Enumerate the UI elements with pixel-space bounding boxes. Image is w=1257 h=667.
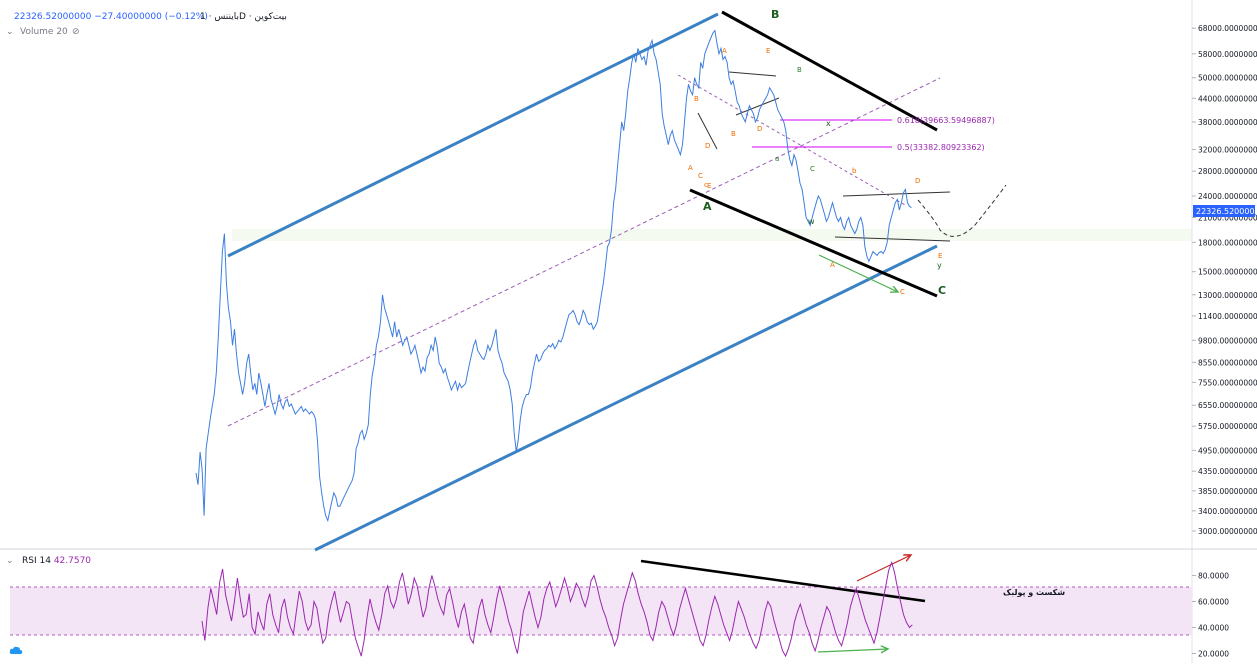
header-symbol[interactable]: بایننس · 1D · بیت‌کوین [200,12,287,22]
price-tick-label: 50000.00000000 [1198,74,1257,83]
price-tick-label: 4350.00000000 [1198,467,1257,476]
price-line[interactable] [195,29,912,523]
wave-E-1: E [766,47,770,55]
rsi-tick-label: 20.0000 [1198,650,1229,659]
price-tick-label: 7550.00000000 [1198,378,1257,387]
price-divergence-arrow [818,254,898,292]
collapse-toggle[interactable]: ⌄ [6,27,14,37]
price-tick-label: 5750.00000000 [1198,422,1257,431]
rsi-tick-label: 80.0000 [1198,572,1229,581]
wave-C-2: C [698,172,703,180]
price-tick-label: 11400.00000000 [1198,312,1257,321]
wave-label-y: y [937,261,942,270]
wave-B-3: B [797,66,802,74]
wave-D-3: D [915,177,920,185]
rsi-series [201,560,913,658]
wave-b: b [852,167,857,175]
wave-E-3: E [938,252,942,260]
price-tick-label: 9800.00000000 [1198,336,1257,345]
wave-label-x: x [826,119,831,128]
price-tick-label: 15000.00000000 [1198,268,1257,277]
cloud-logo-icon[interactable] [9,640,23,654]
rsi-band [10,587,1192,635]
rsi-trendline[interactable] [640,559,926,603]
projection-path [917,184,1007,237]
rsi-bull-arrow [817,649,888,652]
rsi-tick-label: 60.0000 [1198,598,1229,607]
rsi-collapse-toggle[interactable]: ⌄ [6,556,14,566]
wave-label-w: w [808,217,815,226]
channel-upper-line[interactable] [227,12,719,258]
dashed-diagonal [677,74,906,206]
downtrend-upper-line[interactable] [721,10,938,132]
wave-E-2: E [707,182,711,190]
downtrend-lower-line[interactable] [689,188,938,298]
wave-C-1: C [810,165,815,173]
price-tick-label: 3400.00000000 [1198,507,1257,516]
price-tick-label: 28000.00000000 [1198,167,1257,176]
wave-D-2: D [757,125,762,133]
price-series [195,29,912,523]
wave-label-A-major: A [703,200,712,213]
wave-A-3: A [688,164,693,172]
wave-B-1: B [694,95,699,103]
wave-C-3: C [900,288,905,296]
price-axis: 68000.00000000 58000.00000000 50000.000000… [1192,24,1257,536]
price-tick-label: 3850.00000000 [1198,487,1257,496]
rsi-label: RSI 14 [22,556,51,566]
header-change: −27.40000000 (−0.12%) [94,12,208,22]
price-tick-label: 6550.00000000 [1198,401,1257,410]
small-line-2 [735,97,780,116]
rsi-header: RSI 14 42.7570 [22,556,91,566]
highlight-band [232,229,1192,241]
volume-label[interactable]: Volume 20 [20,27,68,37]
range-top-line[interactable] [842,191,951,197]
rsi-value: 42.7570 [53,556,92,566]
chart-header: 22326.52000000 −27.40000000 (−0.12%) [14,12,208,22]
rsi-axis: 80.0000 60.0000 40.0000 20.0000 [1192,572,1229,659]
price-tick-label: 8550.00000000 [1198,358,1257,367]
header-last: 22326.52000000 [14,12,92,22]
price-tick-label: 3000.00000000 [1198,527,1257,536]
wave-A-1: A [722,47,727,55]
fib-500-label: 0.5(33382.80923362) [897,143,985,152]
price-tick-label: 21000.00000000 [1198,213,1257,222]
price-tick-label: 38000.00000000 [1198,118,1257,127]
wave-label-C-major: C [938,284,946,297]
wave-D-1: D [705,142,710,150]
price-tick-label: 13000.00000000 [1198,291,1257,300]
channel-midline [227,77,941,427]
price-tick-label: 58000.00000000 [1198,50,1257,59]
last-price-text: 22326.52000000 [1196,207,1257,216]
rsi-tick-label: 40.0000 [1198,624,1229,633]
wave-B-2: B [731,130,736,138]
price-tick-label: 68000.00000000 [1198,24,1257,33]
rsi-bear-arrow [856,555,911,582]
price-tick-label: 4950.00000000 [1198,446,1257,455]
last-price-badge [1193,205,1255,217]
rsi-line[interactable] [201,560,913,658]
rsi-annotation: شکست و پولبک [1003,588,1065,597]
small-line-1 [728,71,777,77]
price-tick-label: 24000.00000000 [1198,192,1257,201]
price-tick-label: 44000.00000000 [1198,94,1257,103]
wave-A-2: A [830,261,835,269]
wave-a: a [775,155,779,163]
wave-c: c [704,181,708,189]
wave-label-B-major: B [771,8,779,21]
range-bottom-line[interactable] [834,236,951,242]
price-tick-label: 32000.00000000 [1198,146,1257,155]
channel-lower-line[interactable] [314,244,938,552]
fib-618-label: 0.618(39663.59496887) [897,116,995,125]
eye-hidden-icon[interactable]: ⊘ [72,27,80,37]
price-tick-label: 18000.00000000 [1198,238,1257,247]
small-line-3 [697,112,718,150]
